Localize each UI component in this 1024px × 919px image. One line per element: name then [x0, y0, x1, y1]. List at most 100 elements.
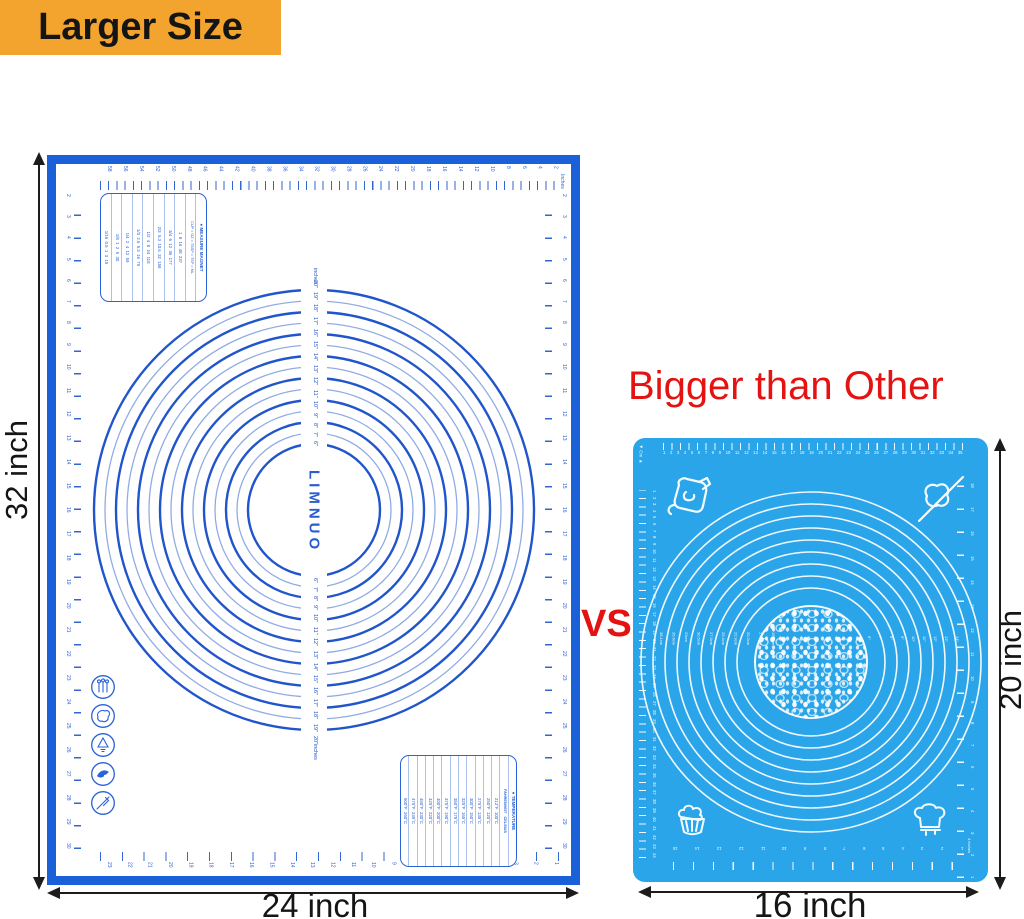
ruler-number: 29 [902, 450, 907, 455]
ruler-number: 30 [911, 450, 917, 455]
ruler-number: 18 [799, 450, 805, 455]
ruler-number: 35 [652, 772, 657, 778]
ruler-number: 28 [65, 795, 71, 801]
teapot-icon [667, 476, 712, 516]
ruler-number: 10 [370, 862, 377, 868]
ruler-number: 2 [652, 496, 657, 499]
ruler-number: 24 [855, 450, 861, 455]
ruler-number: 38 [652, 799, 657, 805]
ruler-number: 8 [970, 722, 975, 725]
temperature-title: ● TEMPERATURE [510, 791, 516, 831]
ruler-number: 27 [652, 701, 657, 706]
ruler-number: 4 [901, 846, 905, 851]
limnuo-pastry-mat: 58 56 54 52 50 48 46 44 42 40 38 36 34 32 30 28 26 24 22 20… [47, 155, 580, 885]
ruler-number: 31 [920, 450, 926, 455]
temperature-row: 275°F 135°C [475, 756, 484, 866]
ruler-number: 6 [970, 766, 975, 769]
ruler-number: 7 [704, 450, 708, 455]
measure-magnet-table: ● MEASURE MAGNET CUP = OZ = TBSP = TSP =… [100, 193, 207, 302]
ruler-number: 7 [65, 300, 71, 303]
ruler-number: 11 [349, 862, 356, 868]
ruler-number: 15 [268, 862, 275, 868]
ruler-number: 14 [456, 166, 463, 172]
ruler-number: 19 [187, 862, 194, 868]
ruler-number: 4 [970, 809, 975, 813]
ruler-number: 29 [652, 718, 657, 724]
ruler-number: 30 [561, 843, 567, 849]
diameter-label: 13" [311, 365, 318, 374]
ruler-number: 27 [883, 450, 889, 455]
ruler-number: 58 [106, 166, 112, 172]
ruler-number: 10 [488, 166, 495, 172]
ruler-number: 34 [948, 450, 954, 455]
ruler-number: 1 [970, 875, 975, 878]
ruler-number: 22 [393, 166, 400, 172]
ruler-number: 12 [329, 862, 336, 868]
measuring-spoons-icon [91, 675, 115, 699]
ruler-number: 42 [652, 835, 657, 840]
ruler-number: 6 [65, 278, 71, 282]
diameter-label: 18" [311, 304, 318, 313]
diameter-label: 14" [955, 636, 960, 642]
ruler-number: 23 [561, 675, 567, 681]
ruler-number: 15 [673, 846, 678, 851]
ruler-number: 22 [126, 862, 133, 868]
diameter-label: 14" [311, 662, 318, 671]
ruler-number: 13 [561, 435, 567, 441]
ruler-number: 6 [652, 523, 657, 526]
diameter-label: 16" [311, 687, 318, 696]
ruler-number: 6 [862, 846, 866, 851]
ruler-number: 21 [561, 627, 567, 633]
ruler-number: 33 [652, 754, 657, 760]
ruler-number: 30 [65, 843, 71, 849]
ruler-number: 15 [561, 483, 567, 489]
diameter-label: 8" [311, 422, 318, 428]
ruler-number: 6 [520, 166, 527, 169]
ruler-number: 15 [970, 555, 975, 561]
ruler-number: 46 [201, 166, 208, 172]
ruler-number: 13 [716, 846, 722, 851]
measure-magnet-subtitle: CUP = OZ = TBSP = TSP = ML [185, 194, 197, 301]
ruler-number: 5 [561, 257, 567, 261]
conversion-row: 1/4 2 4 12 59 [122, 194, 133, 301]
blue-left-ruler-ticks [639, 490, 646, 858]
ruler-number: 7 [970, 744, 975, 747]
ruler-number: 24 [65, 699, 71, 705]
ruler-number: 20 [652, 638, 657, 644]
care-icons [90, 674, 116, 816]
ruler-number: 3 [65, 215, 71, 218]
ruler-number: 25 [864, 450, 870, 455]
conversion-row: 3/4 6 12 36 177 [164, 194, 176, 301]
temperature-row: 300°F 150°C [467, 756, 476, 866]
ruler-number: 16 [652, 602, 657, 608]
ruler-number: 14 [762, 450, 768, 455]
vs-label: VS [581, 603, 632, 645]
diameter-label: 10" [911, 636, 916, 642]
ruler-number: 14 [288, 862, 295, 868]
ruler-number: 1 [960, 846, 963, 851]
height-label-20: 20 inch [993, 610, 1024, 710]
ruler-number: 17 [227, 862, 234, 868]
diameter-label: 30.5cm [696, 632, 702, 646]
diameter-label: 19" [311, 723, 318, 732]
ruler-number: 19 [561, 579, 567, 585]
ruler-number: 11 [735, 450, 740, 455]
mixer-icon [91, 762, 115, 786]
ruler-number: 11 [652, 558, 657, 563]
diameter-label: 16" [311, 328, 318, 337]
blue-silicone-mat: 1 2 3 4 5 6 7 8 9 10 11 12 13 14 15 16 17 18 19 20 21 22 23 24 2… [633, 438, 988, 882]
ruler-number: 15 [65, 483, 71, 489]
ruler-number: 37 [652, 790, 657, 796]
ruler-number: 13 [970, 604, 975, 609]
top-ruler-numbers: 58 56 54 52 50 48 46 44 42 40 38 36 34 32 30 28 26 24 22 20… [106, 166, 559, 179]
ruler-number: 18 [207, 862, 214, 868]
ruler-number: 16 [441, 166, 448, 172]
temperature-row: 350°F 175°C [450, 756, 460, 866]
ruler-number: 2 [65, 194, 71, 197]
ruler-number: 10 [970, 676, 975, 681]
ruler-number: 23 [652, 665, 657, 671]
ruler-number: 40 [652, 817, 657, 822]
ruler-number: 22 [836, 450, 842, 455]
ruler-number: 6 [697, 450, 701, 455]
ruler-number: 28 [561, 795, 567, 801]
